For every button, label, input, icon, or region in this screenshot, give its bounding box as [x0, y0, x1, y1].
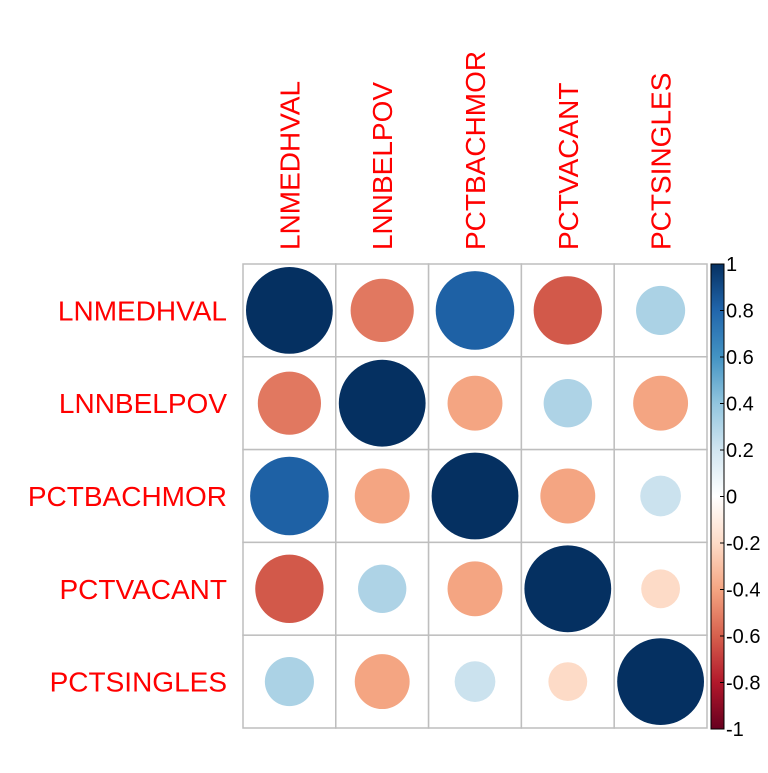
legend-tick-label: 0.4	[726, 394, 754, 416]
matrix-cell-pctbachmor-pctvacant	[520, 448, 615, 544]
row-label-pctvacant: PCTVACANT	[60, 574, 228, 605]
matrix-cell-pctsingles-lnnbelpov	[335, 634, 430, 729]
corr-circle-lnnbelpov-lnmedhval	[257, 371, 321, 435]
corr-circle-lnmedhval-pctsingles	[636, 285, 686, 335]
corr-circle-pctvacant-lnnbelpov	[358, 564, 407, 613]
corr-circle-pctbachmor-pctvacant	[540, 468, 596, 524]
legend-tick-label: 0.2	[726, 440, 754, 462]
column-label-pctvacant: PCTVACANT	[553, 83, 584, 251]
corr-circle-pctvacant-lnmedhval	[255, 554, 324, 623]
row-label-lnnbelpov: LNNBELPOV	[59, 388, 227, 419]
color-legend: 1 0.8 0.6 0.4 0.2 0 -0.2 -0.4 -0.6 -0.8 -1	[710, 254, 760, 741]
corr-circle-lnmedhval-lnmedhval	[246, 267, 333, 354]
corr-circle-pctvacant-pctvacant	[524, 545, 612, 633]
corr-circle-pctbachmor-pctsingles	[640, 475, 681, 517]
legend-tick-label: 1	[726, 254, 737, 276]
corr-circle-lnmedhval-lnnbelpov	[350, 278, 414, 342]
column-label-lnnbelpov: LNNBELPOV	[367, 82, 398, 250]
corr-circle-lnnbelpov-lnnbelpov	[338, 359, 426, 447]
legend-tick-label: -0.2	[726, 533, 760, 555]
column-label-lnmedhval: LNMEDHVAL	[274, 81, 305, 250]
column-labels: LNMEDHVAL LNNBELPOV PCTBACHMOR PCTVACANT PCT…	[274, 51, 676, 250]
legend-tick-label: 0.6	[726, 347, 754, 369]
corr-circle-pctsingles-lnnbelpov	[354, 654, 410, 710]
corr-circle-pctvacant-pctsingles	[641, 569, 681, 609]
corr-circle-lnnbelpov-pctvacant	[543, 379, 592, 428]
legend-tick-label: -0.4	[726, 580, 760, 602]
corr-circle-lnnbelpov-pctsingles	[633, 375, 689, 431]
corr-circle-pctbachmor-lnmedhval	[250, 456, 329, 536]
legend-tick-label: 0	[726, 487, 737, 509]
row-label-pctsingles: PCTSINGLES	[50, 667, 227, 698]
row-label-lnmedhval: LNMEDHVAL	[58, 295, 227, 326]
corr-circle-pctbachmor-pctbachmor	[431, 452, 519, 540]
corr-circle-pctvacant-pctbachmor	[447, 561, 503, 617]
corr-circle-pctbachmor-lnnbelpov	[354, 468, 410, 524]
corr-circle-pctsingles-pctvacant	[548, 662, 588, 702]
row-labels: LNMEDHVAL LNNBELPOV PCTBACHMOR PCTVACANT PCT…	[28, 295, 227, 697]
corr-circle-lnmedhval-pctvacant	[533, 276, 602, 345]
legend-tick-label: -0.8	[726, 673, 760, 695]
corr-circle-lnmedhval-pctbachmor	[435, 271, 515, 350]
legend-tick-label: -0.6	[726, 626, 760, 648]
column-label-pctsingles: PCTSINGLES	[646, 73, 677, 250]
legend-tick-label: -1	[726, 719, 744, 741]
corr-circle-pctsingles-pctsingles	[617, 638, 704, 725]
corr-circle-lnnbelpov-pctbachmor	[447, 375, 503, 431]
row-label-pctbachmor: PCTBACHMOR	[28, 481, 227, 512]
corr-circle-pctsingles-pctbachmor	[454, 661, 496, 702]
matrix-cell-lnnbelpov-pctbachmor	[427, 356, 523, 451]
corr-circle-pctsingles-lnmedhval	[264, 657, 314, 707]
column-label-pctbachmor: PCTBACHMOR	[460, 51, 491, 250]
correlation-circles	[246, 267, 704, 725]
legend-tick-label: 0.8	[726, 301, 754, 323]
